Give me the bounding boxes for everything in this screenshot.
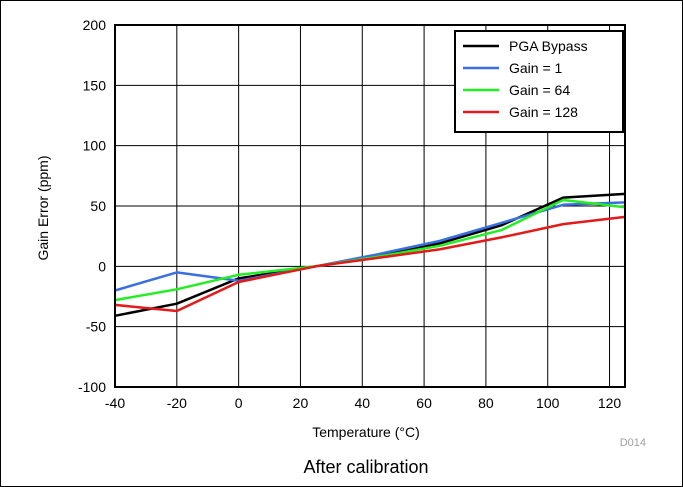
y-tick-label: 50	[90, 198, 106, 214]
y-axis-tick-labels: -100 -50 0 50 100 150 200	[78, 17, 106, 395]
y-tick-label: 0	[98, 258, 106, 274]
series-line-4	[114, 215, 626, 313]
chart-caption: After calibration	[303, 457, 428, 477]
x-tick-label: 60	[416, 395, 432, 411]
x-tick-label: 120	[598, 395, 622, 411]
y-tick-label: 100	[83, 138, 107, 154]
x-axis-tick-labels: -40 -20 0 20 40 60 80 100 120	[105, 395, 622, 411]
y-tick-label: 150	[83, 77, 107, 93]
figure-id: D014	[620, 437, 646, 449]
y-tick-label: -50	[86, 319, 106, 335]
legend-label-3: Gain = 64	[509, 82, 570, 98]
x-axis-label: Temperature (°C)	[312, 424, 420, 440]
legend-box	[454, 30, 624, 133]
series-lines	[114, 192, 626, 318]
y-tick-label: 200	[83, 17, 107, 33]
legend-label-2: Gain = 1	[509, 60, 563, 76]
x-tick-label: 80	[478, 395, 494, 411]
plot-area-border	[114, 24, 626, 388]
legend-label-1: PGA Bypass	[509, 38, 588, 54]
x-tick-label: 0	[235, 395, 243, 411]
y-axis-label: Gain Error (ppm)	[35, 155, 51, 260]
x-tick-label: -20	[167, 395, 187, 411]
x-tick-label: -40	[105, 395, 125, 411]
legend-label-4: Gain = 128	[509, 104, 578, 120]
legend: PGA Bypass Gain = 1 Gain = 64 Gain = 128	[454, 30, 624, 133]
x-tick-label: 40	[354, 395, 370, 411]
x-tick-label: 100	[536, 395, 560, 411]
x-tick-label: 20	[293, 395, 309, 411]
y-tick-label: -100	[78, 379, 106, 395]
